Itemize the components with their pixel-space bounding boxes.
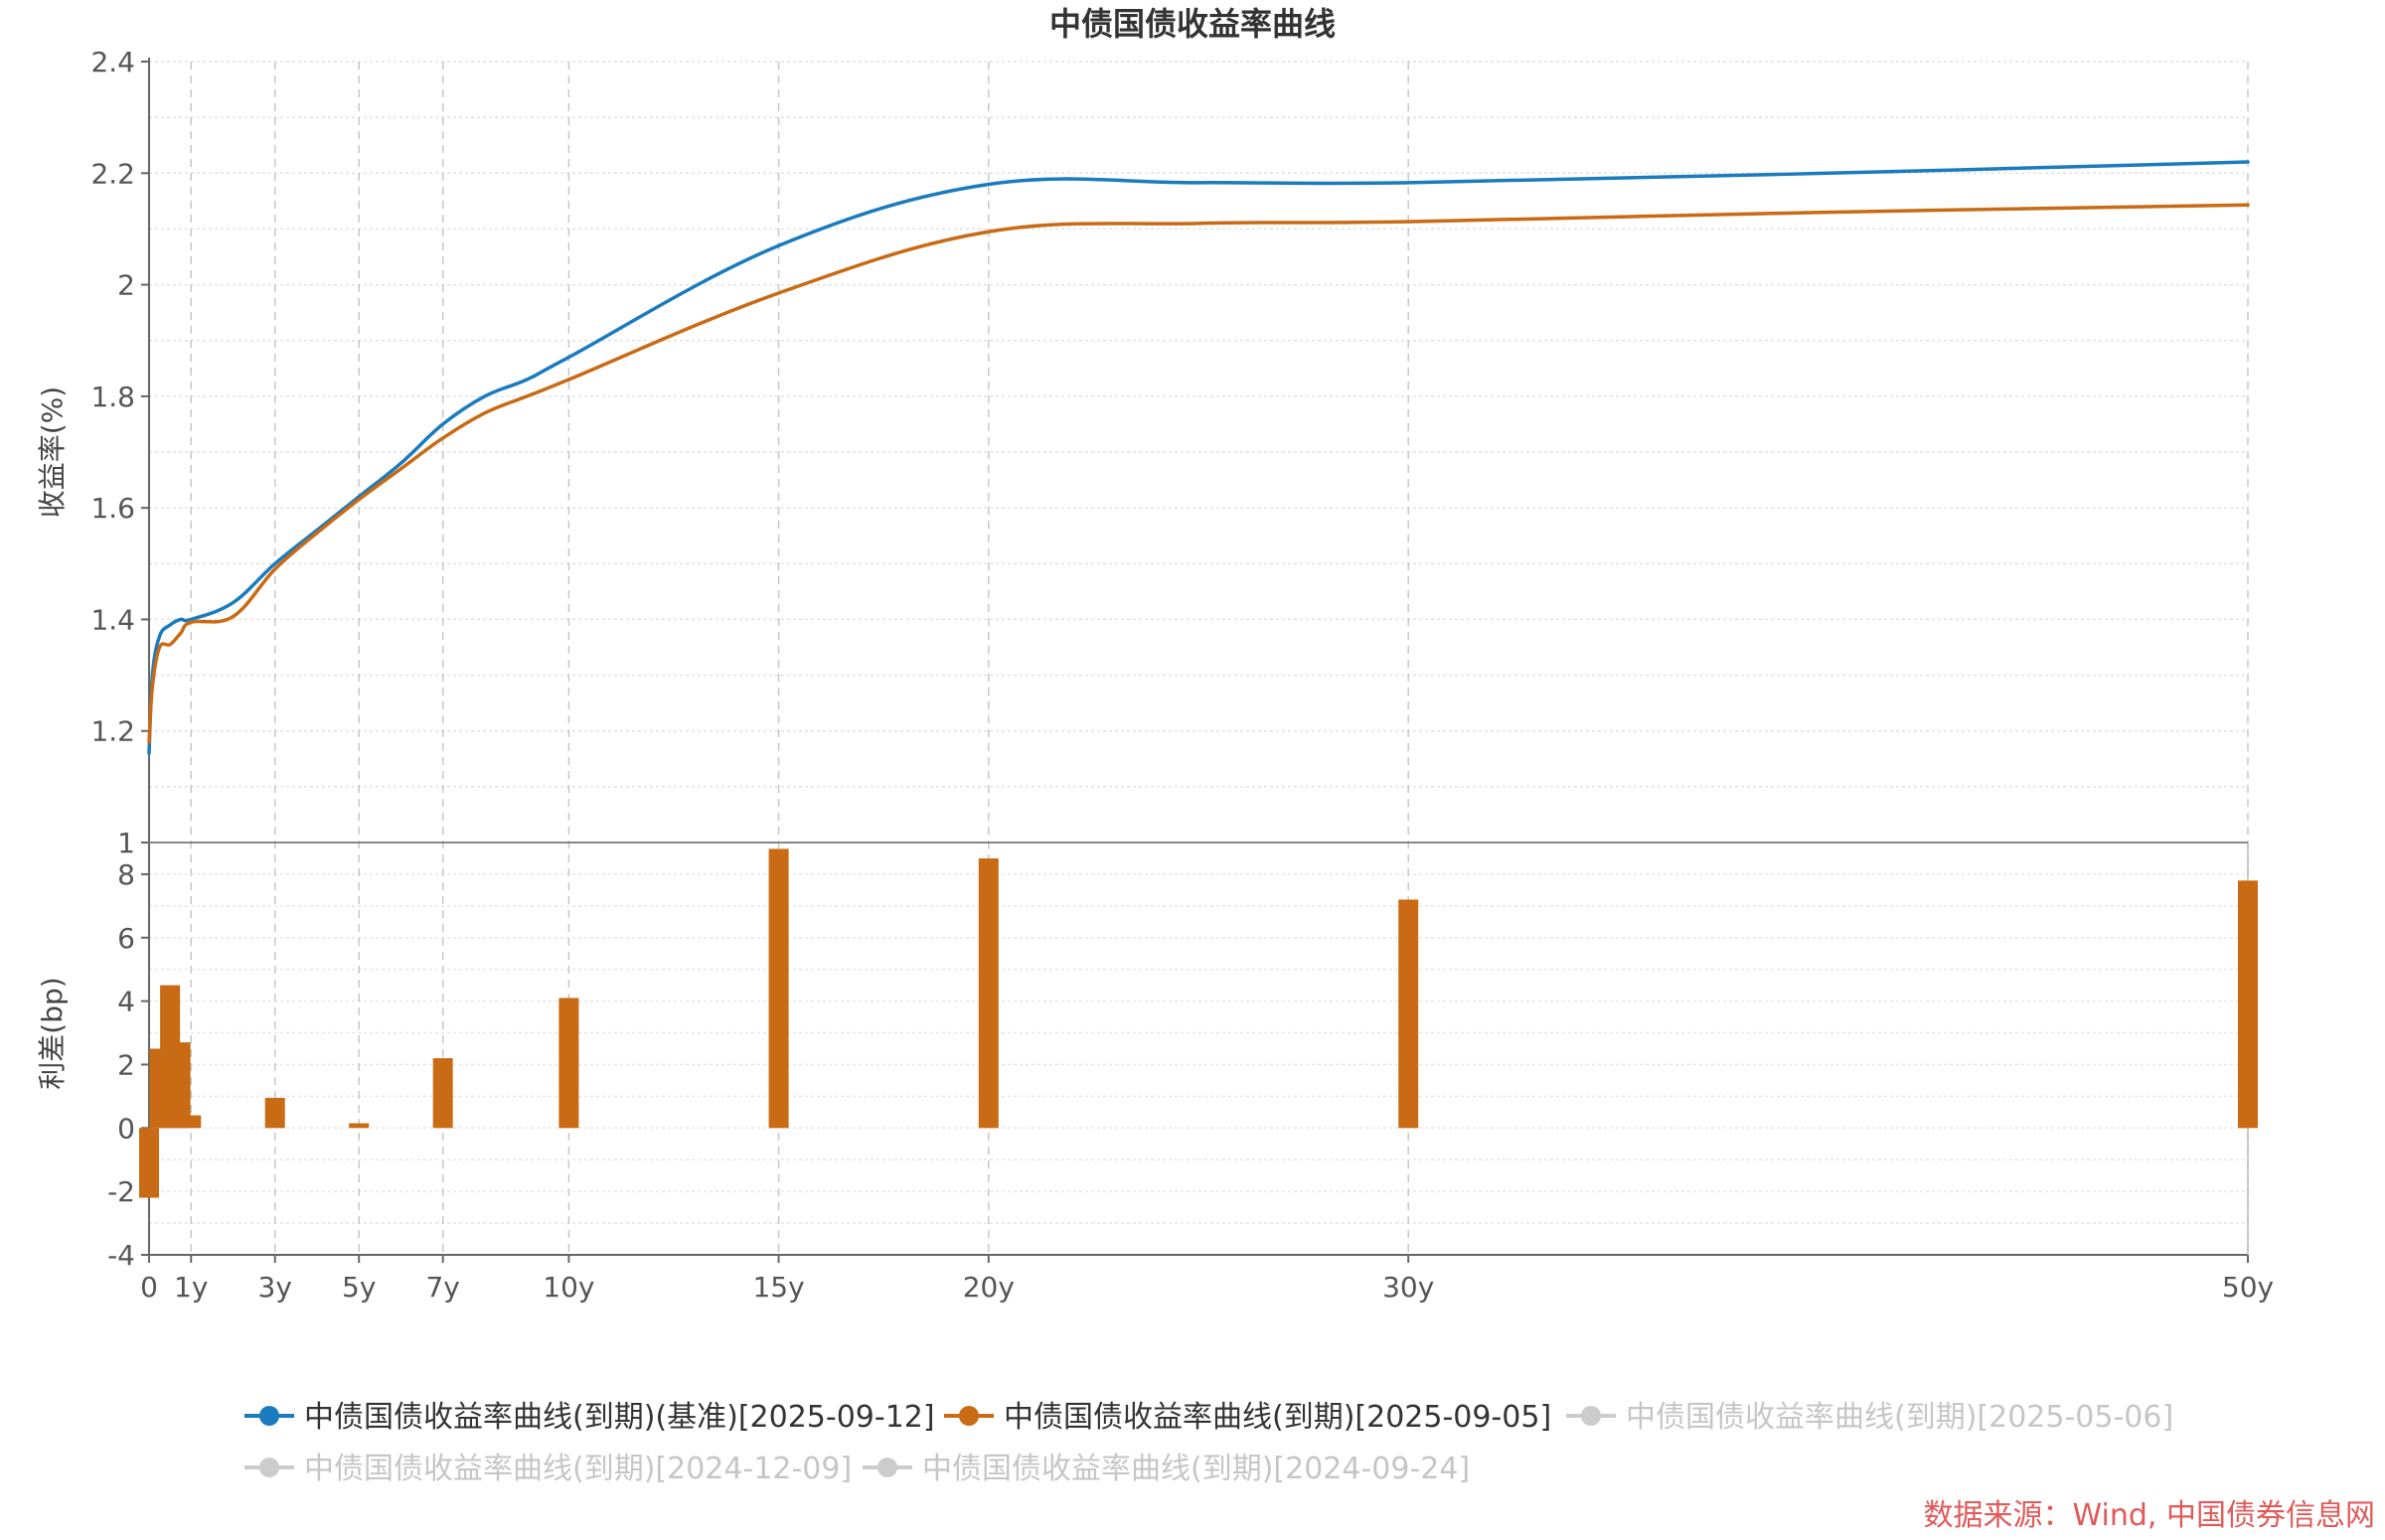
x-tick-label: 0	[140, 1271, 158, 1304]
spread-bar	[170, 1042, 191, 1129]
bottom-y-tick-label: -4	[107, 1239, 135, 1272]
axes	[148, 58, 2249, 1256]
legend-item: 中债国债收益率曲线(到期)[2025-05-06]	[1566, 1400, 2173, 1435]
x-tick-label: 20y	[963, 1271, 1015, 1304]
legend-label: 中债国债收益率曲线(到期)(基准)[2025-09-12]	[304, 1400, 935, 1435]
top-y-tick-label: 1.8	[90, 381, 135, 413]
top-y-tick-label: 1	[117, 827, 135, 859]
bottom-y-tick-label: 2	[117, 1048, 135, 1081]
top-y-tick-label: 1.4	[90, 603, 135, 636]
bottom-y-tick-label: 4	[117, 986, 135, 1018]
x-tick-labels: 0 1y 3y 5y 7y 10y 15y 20y 30y 50y	[140, 1255, 2274, 1304]
legend-marker	[1581, 1406, 1601, 1426]
bottom-y-tick-label: -2	[107, 1175, 135, 1208]
bottom-y-axis-title: 利差(bp)	[36, 977, 69, 1089]
top-y-axis-title: 收益率(%)	[36, 386, 69, 518]
legend-marker	[959, 1406, 979, 1426]
spread-bar	[264, 1097, 285, 1129]
legend-label: 中债国债收益率曲线(到期)[2024-09-24]	[922, 1452, 1470, 1486]
spread-bars	[139, 848, 2258, 1198]
legend-marker	[877, 1458, 897, 1477]
series-line-comparison	[147, 203, 2250, 744]
x-tick-label: 3y	[258, 1271, 292, 1304]
legend-item: 中债国债收益率曲线(到期)[2024-09-24]	[863, 1452, 1470, 1486]
legend-item: 中债国债收益率曲线(到期)[2025-09-05]	[944, 1400, 1551, 1435]
top-y-tick-label: 1.2	[90, 715, 135, 748]
legend-label: 中债国债收益率曲线(到期)[2025-09-05]	[1004, 1400, 1551, 1435]
legend-label: 中债国债收益率曲线(到期)[2025-05-06]	[1626, 1400, 2173, 1435]
legend-marker	[259, 1458, 279, 1477]
top-y-tick-label: 2.2	[90, 157, 135, 190]
top-panel-grid	[149, 61, 2248, 844]
spread-bar	[349, 1123, 370, 1129]
legend-item: 中债国债收益率曲线(到期)(基准)[2025-09-12]	[244, 1400, 935, 1435]
spread-bar	[1398, 899, 1419, 1129]
x-tick-label: 7y	[425, 1271, 459, 1304]
spread-bar	[978, 857, 999, 1129]
spread-bar	[139, 1128, 159, 1198]
bottom-y-tick-labels: -4 -2 0 2 4 6 8	[107, 858, 149, 1272]
bottom-y-tick-label: 0	[117, 1112, 135, 1145]
spread-bar	[181, 1115, 202, 1129]
spread-bar	[2238, 880, 2258, 1129]
top-y-tick-label: 1.6	[90, 492, 135, 525]
top-y-tick-label: 2	[117, 269, 135, 302]
x-tick-label: 10y	[543, 1271, 594, 1304]
top-y-tick-labels: 1 1.2 1.4 1.6 1.8 2 2.2 2.4	[90, 46, 149, 859]
legend: 中债国债收益率曲线(到期)(基准)[2025-09-12] 中债国债收益率曲线(到…	[244, 1400, 2173, 1486]
x-tick-label: 30y	[1382, 1271, 1434, 1304]
x-tick-label: 50y	[2222, 1271, 2274, 1304]
series-line-benchmark	[147, 160, 2250, 755]
bottom-y-tick-label: 6	[117, 922, 135, 955]
maturity-gridlines	[190, 62, 2249, 1255]
x-tick-label: 5y	[342, 1271, 376, 1304]
bottom-y-tick-label: 8	[117, 858, 135, 891]
data-source-note: 数据来源：Wind, 中国债券信息网	[1924, 1498, 2375, 1533]
x-tick-label: 1y	[174, 1271, 208, 1304]
chart-title: 中债国债收益率曲线	[1049, 5, 1336, 43]
yield-lines	[147, 160, 2250, 755]
spread-bar	[768, 848, 789, 1129]
legend-marker	[259, 1406, 279, 1426]
top-y-tick-label: 2.4	[90, 46, 135, 78]
bottom-panel-grid	[149, 842, 2248, 1256]
spread-bar	[432, 1058, 453, 1129]
legend-label: 中债国债收益率曲线(到期)[2024-12-09]	[304, 1452, 852, 1486]
x-tick-label: 15y	[752, 1271, 804, 1304]
spread-bar	[558, 998, 579, 1129]
legend-item: 中债国债收益率曲线(到期)[2024-12-09]	[244, 1452, 852, 1486]
